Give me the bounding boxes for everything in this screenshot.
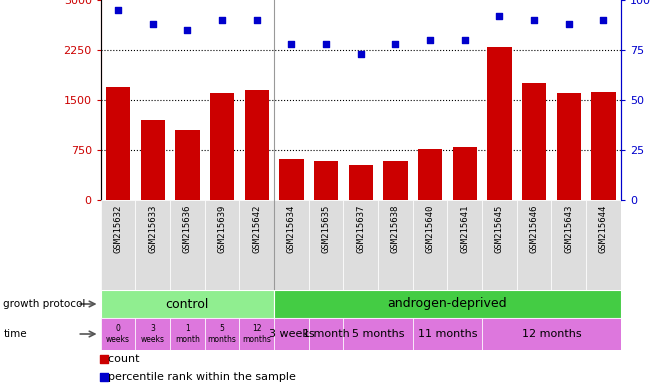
Text: GSM215634: GSM215634 xyxy=(287,205,296,253)
Bar xyxy=(280,159,304,200)
Bar xyxy=(413,200,447,290)
Point xyxy=(460,37,470,43)
Point xyxy=(99,356,109,362)
Bar xyxy=(418,149,442,200)
Text: 12
months: 12 months xyxy=(242,324,271,344)
Point xyxy=(564,21,574,27)
Bar xyxy=(106,87,130,200)
Bar xyxy=(274,290,621,318)
Text: 0
weeks: 0 weeks xyxy=(106,324,130,344)
Point xyxy=(182,27,192,33)
Bar xyxy=(170,200,205,290)
Bar xyxy=(592,92,616,200)
Bar xyxy=(135,318,170,350)
Text: 3 weeks: 3 weeks xyxy=(268,329,314,339)
Text: GSM215641: GSM215641 xyxy=(460,205,469,253)
Bar xyxy=(413,318,482,350)
Point xyxy=(286,41,296,47)
Text: GSM215645: GSM215645 xyxy=(495,205,504,253)
Bar xyxy=(239,200,274,290)
Point xyxy=(217,17,228,23)
Text: percentile rank within the sample: percentile rank within the sample xyxy=(101,372,296,382)
Bar xyxy=(274,318,309,350)
Bar xyxy=(551,200,586,290)
Bar xyxy=(314,161,338,200)
Bar xyxy=(244,90,269,200)
Text: GSM215635: GSM215635 xyxy=(322,205,331,253)
Bar xyxy=(447,200,482,290)
Text: GSM215646: GSM215646 xyxy=(530,205,539,253)
Bar xyxy=(101,290,274,318)
Bar xyxy=(205,200,239,290)
Bar xyxy=(452,147,477,200)
Text: GSM215633: GSM215633 xyxy=(148,205,157,253)
Text: growth protocol: growth protocol xyxy=(3,299,86,309)
Bar xyxy=(176,130,200,200)
Text: GSM215638: GSM215638 xyxy=(391,205,400,253)
Text: time: time xyxy=(3,329,27,339)
Point xyxy=(321,41,332,47)
Point xyxy=(529,17,539,23)
Bar xyxy=(384,161,408,200)
Bar xyxy=(101,200,135,290)
Bar xyxy=(205,318,239,350)
Bar xyxy=(348,165,373,200)
Text: 5 months: 5 months xyxy=(352,329,404,339)
Text: 3
weeks: 3 weeks xyxy=(141,324,164,344)
Bar xyxy=(210,93,234,200)
Point xyxy=(99,374,109,380)
Point xyxy=(252,17,262,23)
Text: GSM215644: GSM215644 xyxy=(599,205,608,253)
Text: GSM215642: GSM215642 xyxy=(252,205,261,253)
Text: androgen-deprived: androgen-deprived xyxy=(387,298,507,311)
Text: 5
months: 5 months xyxy=(207,324,237,344)
Bar xyxy=(556,93,581,200)
Bar xyxy=(101,318,135,350)
Point xyxy=(425,37,436,43)
Bar xyxy=(378,200,413,290)
Bar xyxy=(309,200,343,290)
Bar xyxy=(482,318,621,350)
Bar xyxy=(586,200,621,290)
Text: 11 months: 11 months xyxy=(418,329,477,339)
Text: GSM215643: GSM215643 xyxy=(564,205,573,253)
Bar xyxy=(343,200,378,290)
Point xyxy=(598,17,608,23)
Text: GSM215639: GSM215639 xyxy=(218,205,227,253)
Point xyxy=(148,21,158,27)
Bar xyxy=(343,318,413,350)
Text: GSM215632: GSM215632 xyxy=(114,205,123,253)
Bar xyxy=(522,83,546,200)
Bar xyxy=(135,200,170,290)
Text: 1
month: 1 month xyxy=(175,324,200,344)
Text: 12 months: 12 months xyxy=(521,329,581,339)
Bar xyxy=(488,47,512,200)
Bar xyxy=(482,200,517,290)
Bar xyxy=(274,200,309,290)
Bar xyxy=(517,200,551,290)
Text: GSM215640: GSM215640 xyxy=(426,205,435,253)
Point xyxy=(113,7,124,13)
Text: count: count xyxy=(101,354,139,364)
Text: control: control xyxy=(166,298,209,311)
Text: GSM215636: GSM215636 xyxy=(183,205,192,253)
Text: GSM215637: GSM215637 xyxy=(356,205,365,253)
Point xyxy=(390,41,400,47)
Text: 1 month: 1 month xyxy=(303,329,350,339)
Bar xyxy=(309,318,343,350)
Bar xyxy=(170,318,205,350)
Point xyxy=(356,51,366,57)
Bar xyxy=(140,120,165,200)
Point xyxy=(494,13,504,19)
Bar xyxy=(239,318,274,350)
